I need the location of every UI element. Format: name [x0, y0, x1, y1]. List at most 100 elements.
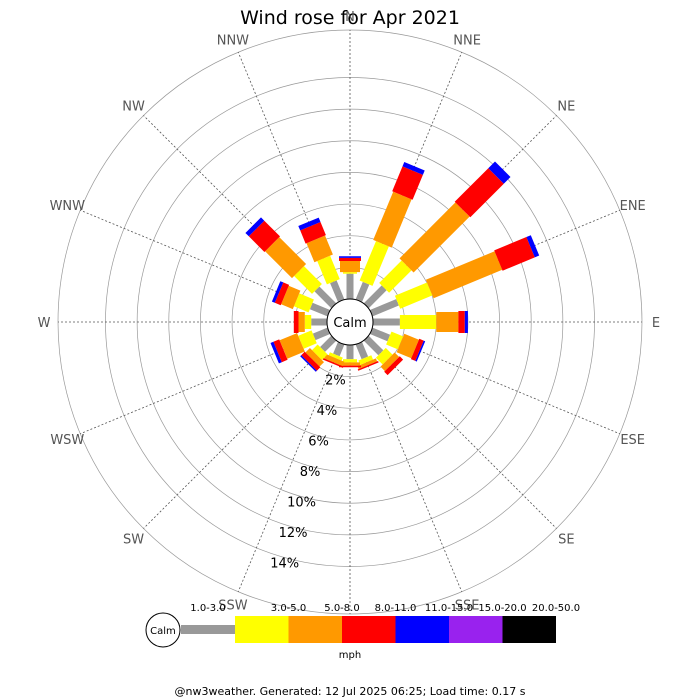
grid-ring — [200, 172, 500, 472]
spoke-se — [365, 337, 557, 529]
bar-nw-bin4 — [248, 220, 280, 252]
bar-n-bin5 — [339, 256, 361, 258]
bar-s-bin3 — [340, 362, 360, 366]
bar-ene-bin4 — [494, 237, 535, 271]
bar-wnw-bin5 — [271, 281, 284, 303]
bar-s-bin4 — [339, 365, 361, 368]
legend-swatch-bin5 — [395, 616, 449, 643]
bar-e-bin4 — [458, 311, 465, 333]
grid-ring — [168, 140, 532, 504]
direction-label-n: N — [345, 10, 355, 25]
direction-label-wsw: WSW — [50, 433, 84, 448]
bar-nw-bin5 — [245, 217, 265, 237]
bar-ese-bin4 — [410, 338, 424, 361]
bar-se-bin4 — [384, 356, 404, 376]
spoke-ssw — [237, 343, 342, 592]
bar-e-bin2 — [399, 315, 437, 329]
legend-label-bin2: 3.0-5.0 — [271, 603, 306, 614]
bar-nne-bin4 — [392, 166, 423, 200]
legend-label-bin5: 11.0-15.0 — [425, 603, 473, 614]
radial-label: 12% — [279, 526, 308, 541]
bar-ne-bin2 — [379, 260, 412, 293]
bar-sw-bin3 — [305, 348, 324, 367]
bar-se-bin3 — [380, 352, 400, 372]
legend-label-bin1: 1.0-3.0 — [190, 603, 225, 614]
bar-nne-bin5 — [402, 162, 425, 175]
legend-swatch-bin3 — [288, 616, 342, 643]
direction-label-sse: SSE — [455, 599, 480, 614]
direction-label-e: E — [652, 316, 660, 331]
bar-n-bin4 — [339, 257, 361, 261]
legend-swatch-bin1 — [181, 625, 235, 634]
bar-ese-bin5 — [415, 340, 426, 362]
direction-label-nw: NW — [122, 100, 145, 115]
bar-wnw-bin1 — [309, 302, 331, 317]
radial-label: 14% — [270, 557, 299, 572]
footer-text: @nw3weather. Generated: 12 Jul 2025 06:2… — [175, 685, 526, 698]
direction-label-sw: SW — [123, 532, 144, 547]
bar-ese-bin1 — [369, 327, 391, 342]
speed-legend: Calm 1.0-3.0 3.0-5.0 5.0-8.0 8.0-11.0 11.0-15… — [145, 603, 580, 661]
bar-e-bin5 — [464, 311, 468, 333]
bar-ssw-bin3 — [324, 354, 345, 367]
bar-ne-bin1 — [363, 285, 387, 309]
legend-swatch-bin2 — [235, 616, 289, 643]
direction-label-wnw: WNW — [50, 199, 86, 214]
bar-w-bin3 — [298, 312, 305, 332]
bar-sw-bin2 — [312, 344, 328, 360]
bar-ene-bin2 — [394, 282, 433, 309]
legend-swatch-bin4 — [342, 616, 396, 643]
bar-nw-bin2 — [294, 266, 322, 294]
radial-label: 2% — [325, 374, 346, 389]
chart-title: Wind rose for Apr 2021 — [240, 7, 460, 29]
bar-wsw-bin3 — [279, 333, 305, 359]
direction-label-w: W — [38, 316, 51, 331]
direction-label-ne: NE — [557, 100, 575, 115]
bar-wsw-bin2 — [298, 330, 317, 349]
legend-label-bin4: 8.0-11.0 — [375, 603, 417, 614]
bar-wsw-bin5 — [270, 341, 282, 364]
bar-sse-bin3 — [357, 358, 378, 369]
direction-label-nne: NNE — [453, 33, 481, 48]
bar-nnw-bin2 — [317, 255, 340, 285]
bar-sse-bin2 — [358, 355, 374, 365]
calm-circle — [326, 298, 374, 346]
bar-nw-bin1 — [314, 286, 337, 309]
bar-wsw-bin1 — [312, 327, 331, 341]
bar-nw-bin3 — [265, 237, 307, 279]
legend-calm-circle — [145, 612, 181, 648]
rose-bars — [245, 161, 540, 376]
legend-label-bin7: 20.0-50.0 — [532, 603, 580, 614]
direction-label-nnw: NNW — [217, 33, 249, 48]
bar-nnw-bin1 — [330, 280, 345, 303]
spoke-sw — [143, 337, 335, 529]
legend-swatch-bin7 — [502, 616, 556, 643]
bar-ene-bin5 — [526, 235, 540, 258]
bar-ne-bin4 — [454, 168, 504, 218]
calm-circle-group: Calm — [326, 298, 374, 346]
bar-nne-bin2 — [359, 241, 389, 286]
bar-sw-bin1 — [320, 335, 337, 352]
direction-label-ese: ESE — [620, 433, 645, 448]
legend-label-bin6: 15.0-20.0 — [478, 603, 526, 614]
direction-label-ene: ENE — [620, 199, 646, 214]
bar-s-bin2 — [343, 359, 357, 363]
bar-ene-bin3 — [425, 251, 503, 299]
bar-ne-bin5 — [488, 161, 511, 184]
grid-ring — [231, 203, 469, 441]
bar-s-bin1 — [346, 345, 354, 360]
bar-sw-bin5 — [300, 355, 317, 372]
bar-nnw-bin5 — [298, 217, 321, 231]
bar-nne-bin1 — [355, 281, 370, 303]
bar-e-bin3 — [436, 312, 459, 332]
direction-label-ssw: SSW — [218, 599, 248, 614]
bar-e-bin1 — [373, 318, 400, 326]
legend-calm-label: Calm — [150, 626, 176, 637]
bar-nnw-bin3 — [306, 235, 333, 263]
bar-ssw-bin4 — [322, 358, 344, 368]
bar-ssw-bin1 — [333, 341, 345, 357]
bar-sw-bin4 — [301, 351, 321, 371]
bar-se-bin2 — [375, 347, 393, 365]
legend-unit-label: mph — [339, 650, 361, 661]
